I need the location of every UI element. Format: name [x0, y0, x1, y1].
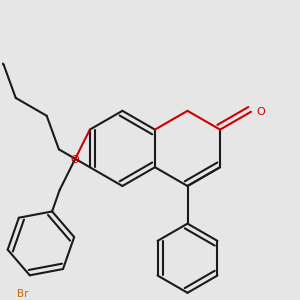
Text: O: O — [70, 155, 79, 165]
Text: Br: Br — [17, 290, 29, 299]
Text: O: O — [256, 107, 265, 117]
